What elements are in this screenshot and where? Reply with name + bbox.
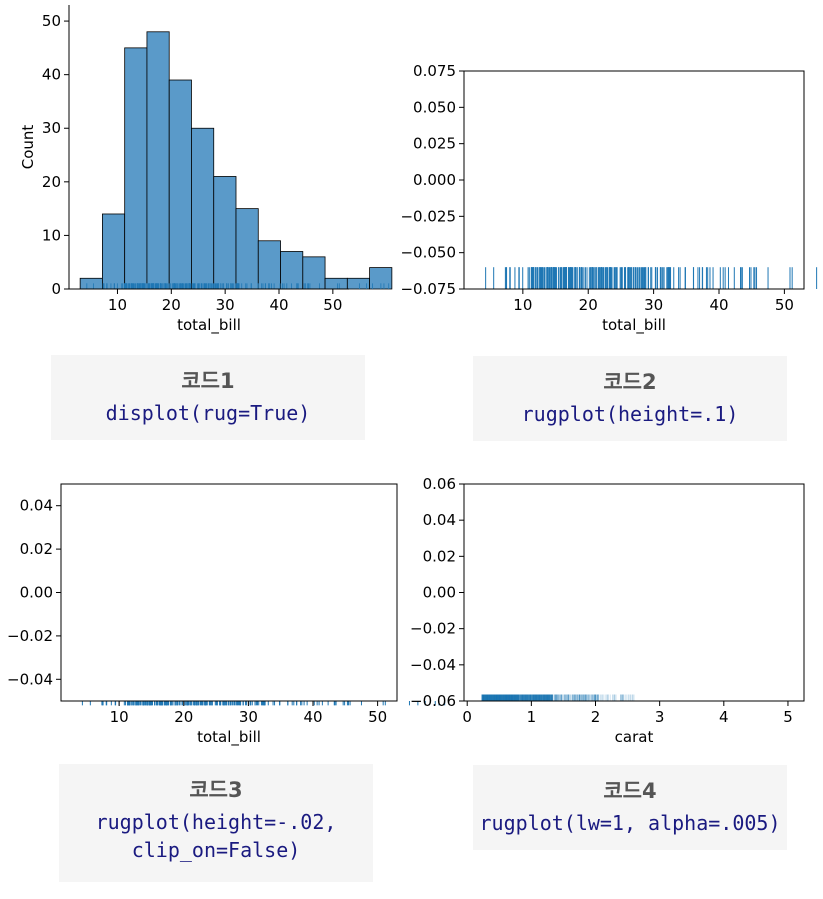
y-tick-label: 10	[42, 226, 61, 244]
x-tick-label: 50	[323, 296, 342, 314]
y-tick-label: 30	[42, 119, 61, 137]
x-tick-label: 1	[527, 708, 537, 726]
x-tick-label: 0	[462, 708, 472, 726]
y-tick-label: −0.025	[400, 207, 456, 225]
caption-2-title: 코드2	[603, 370, 657, 394]
x-tick-label: 20	[174, 708, 193, 726]
y-tick-label: 0.000	[413, 171, 456, 189]
y-tick-label: −0.02	[410, 620, 456, 638]
x-tick-label: 3	[655, 708, 665, 726]
caption-3-title: 코드3	[189, 778, 243, 802]
y-tick-label: −0.050	[400, 244, 456, 262]
chart-2: 10 20 30 40 50 −0.075 −0.050 −0.025 0.000 0.025 0.…	[400, 62, 818, 335]
x-tick-label: 20	[162, 296, 181, 314]
x-axis-label: total_bill	[177, 316, 241, 335]
y-tick-label: −0.075	[400, 280, 456, 298]
x-tick-label: 40	[269, 296, 288, 314]
y-axis-label: Count	[19, 125, 37, 170]
y-tick-label: −0.04	[410, 656, 456, 674]
x-tick-label: 20	[579, 296, 598, 314]
y-tick-label: 0.04	[20, 497, 53, 515]
y-tick-label: −0.04	[7, 670, 53, 688]
histogram-bar	[257, 240, 281, 290]
histogram-bar	[102, 213, 126, 290]
histogram-bar	[191, 127, 215, 290]
caption-1: 코드1 displot(rug=True)	[51, 355, 365, 440]
y-tick-label: 0.050	[413, 98, 456, 116]
x-tick-label: 10	[513, 296, 532, 314]
caption-1-code: displot(rug=True)	[105, 401, 311, 425]
y-tick-label: 0.04	[423, 511, 456, 529]
histogram-bar	[235, 208, 259, 290]
caption-2-code: rugplot(height=.1)	[521, 402, 739, 426]
x-tick-label: 50	[775, 296, 794, 314]
caption-4-code: rugplot(lw=1, alpha=.005)	[479, 811, 781, 835]
x-axis-label: total_bill	[197, 728, 261, 747]
caption-3-code-line-2: clip_on=False)	[131, 838, 301, 862]
chart-4: 0 1 2 3 4 5 −0.06 −0.04 −0.02 0.00 0.02 0.04 0.06 car…	[410, 475, 805, 746]
x-tick-label: 30	[239, 708, 258, 726]
y-tick-label: 0.00	[20, 584, 53, 602]
x-tick-label: 40	[709, 296, 728, 314]
y-tick-label: 0.02	[423, 547, 456, 565]
x-tick-label: 5	[783, 708, 793, 726]
chart-1: 10 20 30 40 50 0 10 20 30 40 50 total_bill Count	[19, 5, 393, 335]
caption-4: 코드4 rugplot(lw=1, alpha=.005)	[473, 765, 787, 850]
axes-frame	[60, 483, 398, 702]
histogram-bar	[213, 176, 237, 290]
y-tick-label: 50	[42, 12, 61, 30]
caption-3: 코드3 rugplot(height=-.02, clip_on=False)	[59, 764, 373, 882]
caption-3-code-line-1: rugplot(height=-.02,	[95, 810, 337, 834]
x-axis-label: carat	[615, 728, 654, 746]
histogram-bar	[302, 256, 326, 290]
x-tick-label: 10	[110, 708, 129, 726]
y-tick-label: 0.075	[413, 62, 456, 80]
histogram-bar	[168, 79, 192, 290]
y-tick-label: 0.025	[413, 135, 456, 153]
caption-1-title: 코드1	[181, 369, 235, 393]
axes-frame	[463, 483, 805, 702]
x-tick-label: 30	[216, 296, 235, 314]
y-tick-label: 20	[42, 173, 61, 191]
x-tick-label: 40	[303, 708, 322, 726]
histogram-bar	[79, 277, 103, 290]
histogram-bar	[324, 277, 348, 290]
x-tick-label: 10	[108, 296, 127, 314]
x-tick-label: 2	[591, 708, 601, 726]
y-tick-label: 0.02	[20, 540, 53, 558]
histogram-bar	[146, 31, 170, 290]
y-tick-label: −0.02	[7, 627, 53, 645]
y-tick-label: 0.06	[423, 475, 456, 493]
y-tick-label: 0	[51, 280, 61, 298]
x-tick-label: 50	[368, 708, 387, 726]
y-tick-label: −0.06	[410, 692, 456, 710]
y-tick-label: 40	[42, 66, 61, 84]
axes-frame	[463, 70, 805, 290]
x-axis-label: total_bill	[602, 316, 666, 335]
y-tick-label: 0.00	[423, 584, 456, 602]
x-tick-label: 4	[719, 708, 729, 726]
histogram-bar	[124, 47, 148, 290]
chart-3: 10 20 30 40 50 −0.04 −0.02 0.00 0.02 0.04 total_bi…	[7, 483, 446, 747]
caption-2: 코드2 rugplot(height=.1)	[473, 356, 787, 441]
x-tick-label: 30	[644, 296, 663, 314]
caption-4-title: 코드4	[603, 779, 657, 803]
